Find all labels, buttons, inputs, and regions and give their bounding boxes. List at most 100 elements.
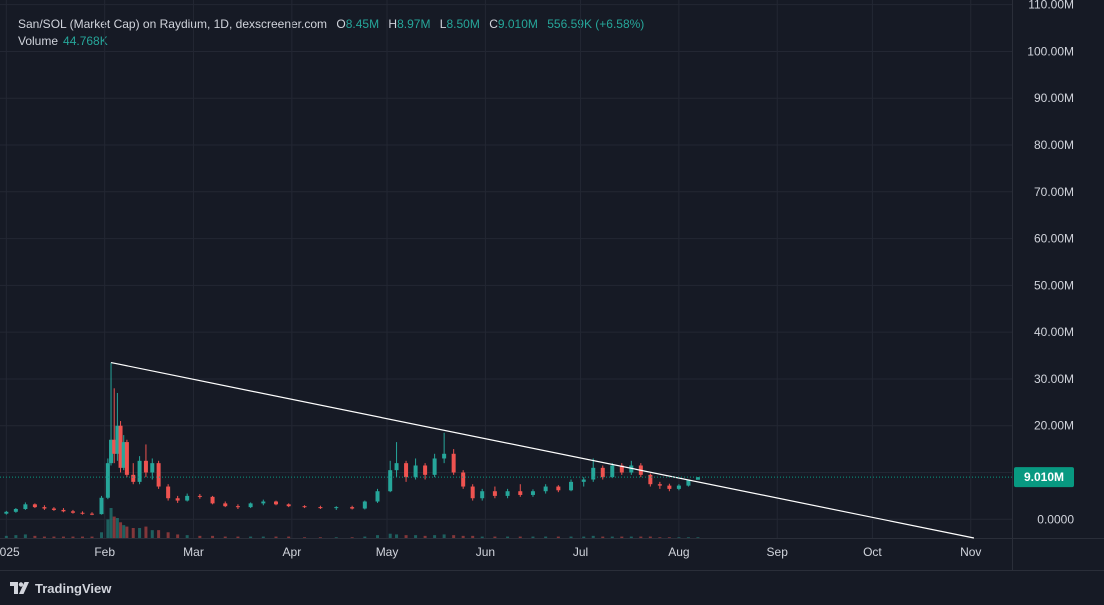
volume-bar [569, 536, 573, 538]
x-tick-label: Feb [94, 545, 115, 559]
y-tick-label: 110.00M [1028, 0, 1074, 12]
candle-body [137, 460, 142, 482]
volume-bar [287, 536, 291, 538]
candle-body [197, 495, 202, 497]
candle-body [99, 497, 104, 515]
volume-bar [531, 536, 535, 538]
candle-body [543, 486, 548, 492]
candle-body [442, 453, 447, 459]
candle-body [185, 495, 190, 501]
candle-body [648, 474, 653, 485]
volume-bar [176, 534, 180, 538]
volume-bar [423, 535, 427, 538]
candle-body [302, 506, 307, 508]
volume-bar [629, 536, 633, 538]
volume-bar [686, 537, 690, 538]
volume-bar [648, 536, 652, 538]
volume-bar [198, 535, 202, 538]
x-tick-label: Apr [283, 545, 302, 559]
y-tick-label: 100.00M [1027, 44, 1074, 58]
candle-body [318, 507, 323, 509]
y-tick-label: 60.00M [1034, 232, 1074, 246]
axes: 0.000010.00M20.00M30.00M40.00M50.00M60.0… [0, 0, 1104, 571]
volume-bars [4, 508, 700, 538]
volume-bar [433, 535, 437, 538]
volume-bar [211, 535, 215, 538]
candle-body [423, 465, 428, 475]
volume-value: 44.768K [63, 34, 108, 48]
volume-bar [493, 536, 497, 538]
volume-label: Volume [18, 34, 59, 48]
x-tick-label: May [376, 545, 399, 559]
candle-body [121, 442, 126, 468]
volume-bar [261, 536, 265, 538]
y-tick-label: 30.00M [1034, 372, 1074, 386]
volume-bar [414, 535, 418, 538]
candle-body [223, 503, 228, 507]
volume-bar [471, 535, 475, 538]
volume-bar [109, 508, 113, 538]
volume-bar [582, 536, 586, 538]
candle-body [657, 484, 662, 486]
candle-body [90, 513, 94, 515]
y-tick-label: 20.00M [1034, 419, 1074, 433]
candle-body [619, 465, 624, 473]
last-price-label: 9.010M [1024, 470, 1064, 484]
volume-bar [144, 526, 148, 538]
legend-change: 556.59K (+6.58%) [547, 17, 645, 31]
last-price-badge [1014, 467, 1074, 488]
volume-bar [223, 536, 227, 538]
volume-bar [157, 530, 161, 538]
volume-bar [601, 536, 605, 538]
candle-body [32, 504, 37, 508]
candle-body [350, 507, 355, 509]
x-tick-label: Mar [183, 545, 204, 559]
candle-body [432, 458, 437, 475]
volume-bar [249, 536, 253, 538]
candle-body [600, 467, 605, 478]
candle-body [394, 463, 399, 471]
x-tick-label: Nov [960, 545, 981, 559]
candle-body [505, 491, 510, 496]
candle-body [667, 485, 672, 489]
candle-body [413, 465, 418, 478]
candle-body [518, 491, 523, 495]
volume-bar [376, 535, 380, 538]
candle-body [388, 470, 393, 492]
candles [4, 362, 700, 516]
legend-close-value: 9.010M [497, 17, 538, 31]
volume-bar [80, 536, 84, 538]
candle-body [591, 467, 596, 480]
legend-close-key: C [489, 17, 498, 31]
x-tick-label: Jul [573, 545, 588, 559]
volume-bar [119, 522, 123, 538]
candle-body [51, 508, 56, 510]
volume-bar [122, 525, 126, 538]
candle-body [115, 425, 120, 454]
candle-body [4, 511, 9, 514]
x-tick-label: Jun [476, 545, 495, 559]
y-tick-label: 80.00M [1034, 138, 1074, 152]
volume-bar [556, 536, 560, 538]
volume-bar [318, 537, 322, 538]
candle-body [362, 501, 367, 509]
candle-body [80, 512, 85, 514]
volume-bar [658, 537, 662, 538]
volume-bar [480, 536, 484, 538]
volume-bar [388, 533, 392, 538]
legend-ohlc-row: San/SOL (Market Cap) on Raydium, 1D, dex… [18, 16, 650, 33]
candle-body [105, 463, 110, 498]
candle-body [451, 453, 456, 473]
y-tick-label: 70.00M [1034, 185, 1074, 199]
volume-bar [166, 532, 170, 538]
volume-bar [639, 536, 643, 538]
volume-bar [363, 536, 367, 538]
legend-low-key: L [439, 17, 447, 31]
legend-high-key: H [388, 17, 398, 31]
candle-body [112, 439, 117, 454]
volume-bar [667, 537, 671, 538]
candle-body [334, 507, 339, 509]
overlays: 9.010M [0, 361, 1074, 539]
tradingview-brand[interactable]: TradingView [10, 578, 111, 598]
